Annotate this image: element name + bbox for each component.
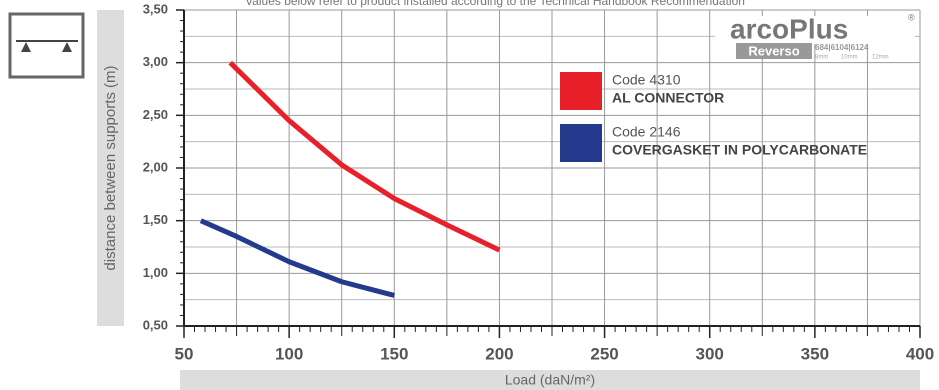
logo-thickness: 10mm <box>841 55 858 61</box>
support-icon-left <box>21 42 31 52</box>
legend-swatch <box>560 72 602 110</box>
x-tick-label: 350 <box>801 344 829 363</box>
chart-title: Values below refer to product installed … <box>245 0 745 8</box>
grid <box>176 9 921 338</box>
logo-bg <box>715 16 915 44</box>
x-label-box <box>180 370 920 390</box>
y-tick-label: 0,50 <box>143 317 168 332</box>
logo-thickness: 8mm <box>815 55 828 61</box>
x-axis-label: Load (daN/m²) <box>505 372 595 388</box>
logo-brand: arcoPlus <box>730 13 848 44</box>
support-icon <box>8 12 85 79</box>
series-line <box>199 218 395 298</box>
logo-thickness: 12mm <box>872 55 889 61</box>
y-axis-label: distance between supports (m) <box>102 65 119 270</box>
legend-code: Code 4310 <box>612 72 681 88</box>
series-line <box>228 60 501 253</box>
logo-reg: ® <box>908 12 915 22</box>
y-tick-label: 1,50 <box>143 212 168 227</box>
x-tick-label: 300 <box>696 344 724 363</box>
y-tick-label: 3,00 <box>143 54 168 69</box>
legend-swatch <box>560 124 602 162</box>
legend-name: COVERGASKET IN POLYCARBONATE <box>612 142 867 158</box>
x-tick-label: 200 <box>485 344 513 363</box>
y-tick-label: 1,00 <box>143 265 168 280</box>
logo-sizes: 684|6104|6124 <box>815 43 869 52</box>
legend-code: Code 2146 <box>612 124 681 140</box>
x-tick-label: 150 <box>380 344 408 363</box>
y-tick-label: 3,50 <box>143 1 168 16</box>
legend-name: AL CONNECTOR <box>612 90 724 106</box>
logo-sub: Reverso <box>748 43 799 58</box>
x-tick-label: 400 <box>906 344 934 363</box>
x-tick-label: 100 <box>275 344 303 363</box>
y-tick-label: 2,00 <box>143 159 168 174</box>
logo-sub-bg <box>736 43 812 59</box>
x-tick-label: 50 <box>175 344 194 363</box>
y-label-box <box>97 10 124 326</box>
lines <box>199 60 501 298</box>
y-tick-label: 2,50 <box>143 107 168 122</box>
x-tick-label: 250 <box>590 344 618 363</box>
support-icon-right <box>62 42 72 52</box>
legend: Code 4310 AL CONNECTOR Code 2146 COVERGASKE… <box>560 72 867 162</box>
